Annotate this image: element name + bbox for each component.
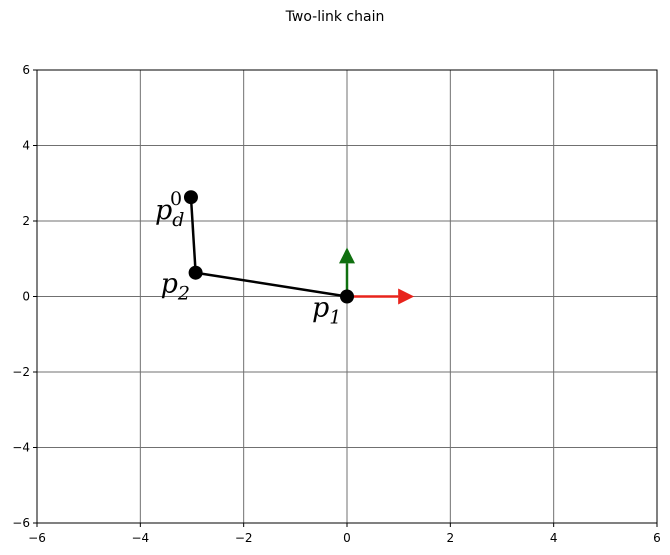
label-p1: p1 bbox=[312, 293, 341, 329]
y-tick-label: 0 bbox=[22, 290, 30, 304]
label-pd0-base: p bbox=[155, 195, 172, 226]
label-p2-base: p bbox=[161, 269, 178, 300]
label-p1-subscript: 1 bbox=[329, 307, 341, 329]
label-pd0: pd bbox=[155, 195, 184, 231]
label-p2-subscript: 2 bbox=[177, 283, 190, 305]
x-tick-label: −4 bbox=[131, 531, 149, 545]
label-p1-base: p bbox=[312, 293, 329, 324]
x-tick-label: 4 bbox=[550, 531, 558, 545]
y-tick-label: −4 bbox=[12, 441, 30, 455]
x-tick-label: −6 bbox=[28, 531, 46, 545]
point-pd0 bbox=[183, 190, 198, 205]
x-tick-label: −2 bbox=[235, 531, 253, 545]
y-tick-label: −6 bbox=[12, 516, 30, 530]
x-tick-label: 6 bbox=[653, 531, 661, 545]
label-pd0-superscript: 0 bbox=[170, 188, 182, 210]
x-tick-label: 2 bbox=[447, 531, 455, 545]
x-tick-label: 0 bbox=[343, 531, 351, 545]
y-axis-arrow-head bbox=[339, 247, 355, 264]
link-p1-p2 bbox=[195, 271, 348, 298]
chain-links bbox=[189, 197, 348, 298]
axis-ticks: −6 −4 −2 0 2 4 6 −6 −4 −2 0 2 4 6 bbox=[12, 63, 661, 545]
y-tick-label: −2 bbox=[12, 365, 30, 379]
label-p2: p2 bbox=[161, 269, 190, 305]
y-tick-label: 2 bbox=[22, 214, 30, 228]
chain-points bbox=[183, 190, 354, 304]
point-p1 bbox=[340, 289, 354, 304]
point-p2 bbox=[188, 265, 203, 280]
y-tick-label: 6 bbox=[22, 63, 30, 77]
y-tick-label: 4 bbox=[22, 139, 30, 153]
chart-title: Two-link chain bbox=[285, 9, 385, 25]
x-axis-arrow-head bbox=[398, 288, 415, 305]
link-p2-pd0 bbox=[189, 197, 197, 273]
label-pd0-subscript: d bbox=[172, 209, 184, 231]
